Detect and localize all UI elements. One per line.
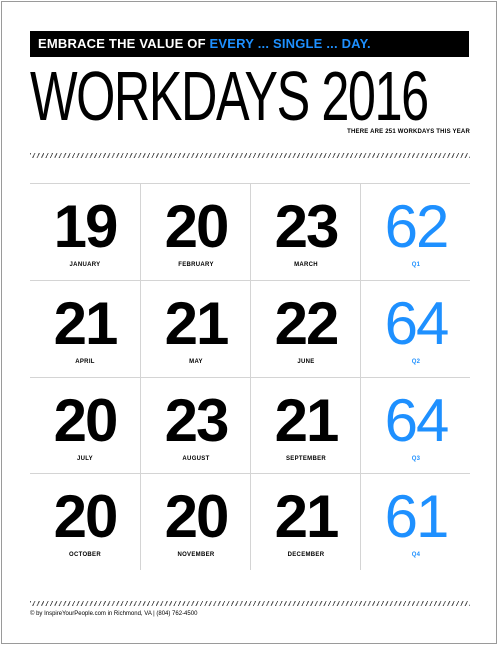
- workday-count: 19: [53, 193, 119, 260]
- quarter-label: Q3: [411, 456, 421, 462]
- month-label: AUGUST: [182, 456, 210, 462]
- month-cell: 21 SEPTEMBER: [250, 378, 361, 474]
- month-label: MARCH: [294, 262, 318, 268]
- workday-count: 23: [164, 387, 230, 454]
- workday-count: 20: [53, 483, 119, 550]
- page-title: WORKDAYS 2016: [30, 57, 429, 135]
- workdays-grid: 19 JANUARY 20 FEBRUARY 23 MARCH 62 Q1 21…: [30, 183, 470, 571]
- workday-count: 20: [164, 483, 230, 550]
- month-label: FEBRUARY: [178, 262, 214, 268]
- quarter-total: 62: [384, 193, 450, 260]
- month-cell: 23 MARCH: [250, 184, 361, 280]
- month-cell: 19 JANUARY: [30, 184, 140, 280]
- workday-count: 23: [274, 193, 340, 260]
- footer-credit: © by InspireYourPeople.com in Richmond, …: [30, 611, 198, 617]
- quarter-total-cell: 62 Q1: [360, 184, 471, 280]
- month-label: SEPTEMBER: [285, 456, 327, 462]
- quarter-row-4: 20 OCTOBER 20 NOVEMBER 21 DECEMBER 61 Q4: [30, 473, 470, 570]
- month-cell: 20 FEBRUARY: [140, 184, 251, 280]
- month-label: JULY: [77, 456, 93, 462]
- tagline-banner: EMBRACE THE VALUE OF EVERY ... SINGLE ..…: [30, 31, 469, 57]
- quarter-total: 61: [384, 483, 450, 550]
- workday-count: 21: [274, 483, 340, 550]
- quarter-total-cell: 64 Q3: [360, 378, 471, 474]
- month-label: OCTOBER: [69, 552, 101, 558]
- quarter-total-cell: 64 Q2: [360, 281, 471, 377]
- workday-count: 20: [164, 193, 230, 260]
- workday-count: 21: [274, 387, 340, 454]
- workday-count: 20: [53, 387, 119, 454]
- workday-count: 22: [274, 290, 340, 357]
- month-label: MAY: [189, 359, 203, 365]
- month-cell: 20 OCTOBER: [30, 474, 140, 570]
- tagline-accent: EVERY ... SINGLE ... DAY.: [209, 36, 371, 51]
- month-label: APRIL: [75, 359, 95, 365]
- quarter-row-3: 20 JULY 23 AUGUST 21 SEPTEMBER 64 Q3: [30, 377, 470, 474]
- hatched-divider-top: [30, 153, 470, 158]
- month-cell: 21 APRIL: [30, 281, 140, 377]
- workday-count: 21: [53, 290, 119, 357]
- hatched-divider-bottom: [30, 601, 470, 606]
- quarter-label: Q4: [411, 552, 421, 558]
- quarter-row-1: 19 JANUARY 20 FEBRUARY 23 MARCH 62 Q1: [30, 184, 470, 280]
- month-cell: 23 AUGUST: [140, 378, 251, 474]
- month-cell: 20 JULY: [30, 378, 140, 474]
- month-label: DECEMBER: [287, 552, 325, 558]
- quarter-label: Q2: [411, 359, 421, 365]
- month-cell: 21 DECEMBER: [250, 474, 361, 570]
- month-cell: 21 MAY: [140, 281, 251, 377]
- month-label: JUNE: [297, 359, 315, 365]
- month-cell: 20 NOVEMBER: [140, 474, 251, 570]
- quarter-row-2: 21 APRIL 21 MAY 22 JUNE 64 Q2: [30, 280, 470, 377]
- quarter-total: 64: [384, 387, 450, 454]
- quarter-total-cell: 61 Q4: [360, 474, 471, 570]
- tagline-prefix: EMBRACE THE VALUE OF: [38, 36, 210, 51]
- month-cell: 22 JUNE: [250, 281, 361, 377]
- workday-count: 21: [164, 290, 230, 357]
- workdays-total-note: THERE ARE 251 WORKDAYS THIS YEAR: [347, 129, 470, 135]
- month-label: NOVEMBER: [177, 552, 215, 558]
- quarter-total: 64: [384, 290, 450, 357]
- month-label: JANUARY: [69, 262, 101, 268]
- quarter-label: Q1: [411, 262, 421, 268]
